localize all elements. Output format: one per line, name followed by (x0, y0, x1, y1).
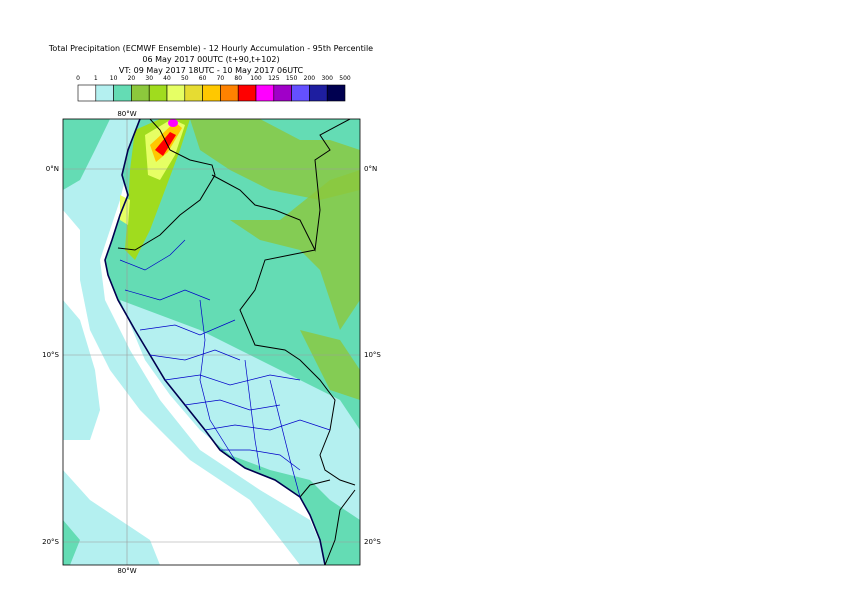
map (63, 119, 360, 565)
legend-label: 100 (250, 75, 262, 82)
lat-label: 10°S (42, 351, 59, 359)
geo-labels: 80°W 80°W 0°N 0°N 10°S 10°S 20°S 20°S (42, 110, 381, 575)
legend-label: 50 (181, 75, 189, 82)
legend-label: 40 (163, 75, 171, 82)
legend-swatch (326, 84, 346, 102)
lat-label: 20°S (364, 538, 381, 546)
lat-label: 20°S (42, 538, 59, 546)
legend-swatch (113, 84, 132, 102)
legend-label: 30 (145, 75, 153, 82)
map-frame (62, 118, 361, 566)
legend-swatch (273, 84, 292, 102)
legend: 0 1 10 20 30 40 50 60 70 80 100 125 150 200 300 500 (76, 75, 351, 102)
lat-label: 0°N (364, 165, 377, 173)
lon-label: 80°W (117, 110, 136, 118)
title: Total Precipitation (ECMWF Ensemble) - 1… (48, 44, 373, 53)
legend-label: 150 (286, 75, 298, 82)
legend-label: 10 (110, 75, 118, 82)
legend-swatch (291, 84, 310, 102)
lon-label: 80°W (117, 567, 136, 575)
legend-swatch (148, 84, 168, 102)
legend-swatch (95, 84, 114, 102)
legend-label: 60 (199, 75, 207, 82)
legend-swatch (255, 84, 275, 102)
legend-swatch (77, 84, 97, 102)
legend-label: 300 (321, 75, 333, 82)
legend-label: 20 (128, 75, 136, 82)
valid-time: VT: 09 May 2017 18UTC - 10 May 2017 06UT… (119, 66, 304, 75)
legend-swatch (184, 84, 203, 102)
legend-label: 70 (217, 75, 225, 82)
legend-label: 125 (268, 75, 280, 82)
lat-label: 0°N (46, 165, 59, 173)
run-time: 06 May 2017 00UTC (t+90,t+102) (142, 55, 279, 64)
legend-swatch (202, 84, 221, 102)
legend-swatch (309, 84, 328, 102)
legend-label: 200 (304, 75, 316, 82)
lat-label: 10°S (364, 351, 381, 359)
legend-label: 1 (94, 75, 98, 82)
legend-label: 80 (234, 75, 242, 82)
legend-label: 0 (76, 75, 80, 82)
legend-swatch (237, 84, 257, 102)
legend-swatch (220, 84, 239, 102)
legend-label: 500 (339, 75, 351, 82)
legend-swatch (166, 84, 186, 102)
legend-swatch (131, 84, 150, 102)
